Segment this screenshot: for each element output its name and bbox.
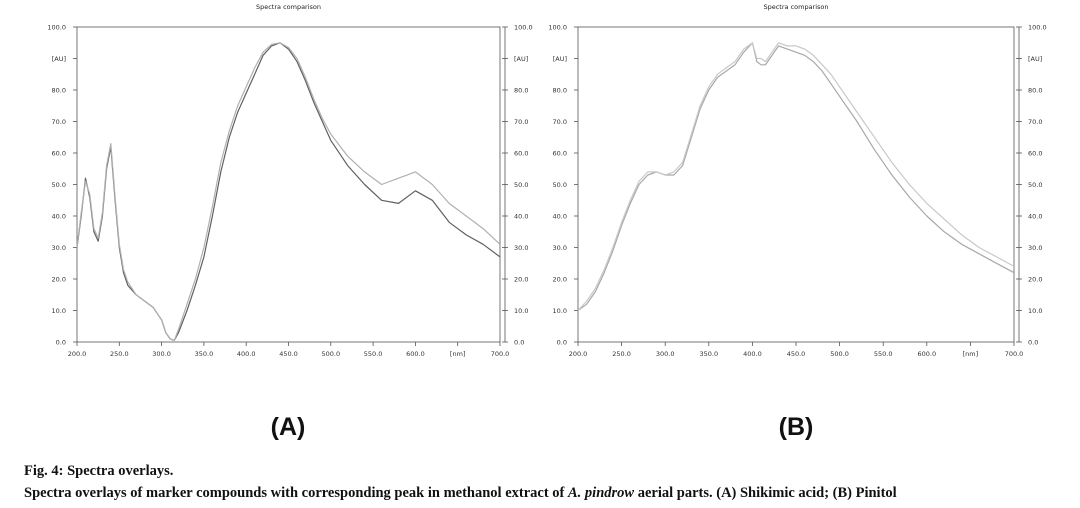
y-tick-label-right: [AU] xyxy=(514,55,528,63)
y-tick-label-right: 20.0 xyxy=(514,276,528,284)
y-tick-label-right: 70.0 xyxy=(1028,118,1042,126)
x-tick-label: 500.0 xyxy=(321,350,340,358)
y-tick-label-left: 70.0 xyxy=(553,118,567,126)
x-tick-label: 550.0 xyxy=(874,350,893,358)
y-tick-label-right: 10.0 xyxy=(1028,307,1042,315)
y-tick-label-left: 30.0 xyxy=(553,244,567,252)
y-tick-label-left: 30.0 xyxy=(52,244,66,252)
y-tick-label-right: 30.0 xyxy=(1028,244,1042,252)
y-tick-label-right: 0.0 xyxy=(1028,339,1038,347)
chart-title: Spectra comparison xyxy=(256,3,321,11)
chart-title: Spectra comparison xyxy=(763,3,828,11)
y-tick-label-right: 10.0 xyxy=(514,307,528,315)
panel-label: (A) xyxy=(271,413,306,441)
x-tick-label: 450.0 xyxy=(787,350,806,358)
figure-caption-title: Fig. 4: Spectra overlays. xyxy=(24,463,174,479)
spectrum-line-2 xyxy=(577,42,1015,311)
y-tick-label-left: 50.0 xyxy=(52,181,66,189)
plot-frame xyxy=(76,26,501,343)
x-tick-label: 250.0 xyxy=(110,350,129,358)
y-tick-label-left: 0.0 xyxy=(557,339,567,347)
y-tick-label-right: 50.0 xyxy=(514,181,528,189)
y-tick-label-left: 70.0 xyxy=(52,118,66,126)
x-tick-label: 500.0 xyxy=(830,350,849,358)
y-tick-label-right: 20.0 xyxy=(1028,276,1042,284)
caption-species-name: A. pindrow xyxy=(568,485,635,501)
x-tick-label: 200.0 xyxy=(569,350,588,358)
y-tick-label-right: 60.0 xyxy=(514,150,528,158)
y-tick-label-left: 0.0 xyxy=(56,339,66,347)
y-tick-label-right: 40.0 xyxy=(514,213,528,221)
y-tick-label-right: 60.0 xyxy=(1028,150,1042,158)
y-tick-label-left: 60.0 xyxy=(52,150,66,158)
x-tick-label: 600.0 xyxy=(406,350,425,358)
x-tick-label: [nm] xyxy=(963,350,979,358)
y-tick-label-left: [AU] xyxy=(52,55,66,63)
y-tick-label-left: 100.0 xyxy=(548,24,567,32)
y-tick-label-left: 20.0 xyxy=(52,276,66,284)
y-tick-label-left: 20.0 xyxy=(553,276,567,284)
y-tick-label-left: 10.0 xyxy=(553,307,567,315)
x-tick-label: 400.0 xyxy=(743,350,762,358)
plot-frame xyxy=(577,26,1015,343)
y-tick-label-left: 80.0 xyxy=(553,87,567,95)
y-tick-label-left: 10.0 xyxy=(52,307,66,315)
spectrum-line-2 xyxy=(76,42,501,341)
y-tick-label-right: 80.0 xyxy=(514,87,528,95)
y-tick-label-left: 100.0 xyxy=(47,24,66,32)
y-tick-label-left: 50.0 xyxy=(553,181,567,189)
y-tick-label-right: 70.0 xyxy=(514,118,528,126)
x-tick-label: 200.0 xyxy=(68,350,87,358)
x-tick-label: 550.0 xyxy=(364,350,383,358)
x-tick-label: 400.0 xyxy=(237,350,256,358)
x-tick-label: 300.0 xyxy=(152,350,171,358)
y-tick-label-left: 40.0 xyxy=(553,213,567,221)
spectrum-line-1 xyxy=(76,42,501,341)
x-tick-label: 600.0 xyxy=(917,350,936,358)
y-tick-label-left: [AU] xyxy=(553,55,567,63)
x-tick-label: 300.0 xyxy=(656,350,675,358)
x-tick-label: 350.0 xyxy=(699,350,718,358)
y-tick-label-right: 100.0 xyxy=(1028,24,1047,32)
y-tick-label-right: 50.0 xyxy=(1028,181,1042,189)
y-tick-label-left: 60.0 xyxy=(553,150,567,158)
spectrum-line-1 xyxy=(577,42,1015,311)
y-tick-label-right: 40.0 xyxy=(1028,213,1042,221)
x-tick-label: 250.0 xyxy=(612,350,631,358)
y-tick-label-left: 40.0 xyxy=(52,213,66,221)
spectra-panel-b: Spectra comparison 0.0 10.0 20.0 30.0 40.0 50.… xyxy=(548,3,1046,441)
figure-caption-text: Spectra overlays of marker compounds wit… xyxy=(24,485,897,502)
x-tick-label: 350.0 xyxy=(195,350,214,358)
x-tick-label: 450.0 xyxy=(279,350,298,358)
spectra-panel-a: Spectra comparison 0.0 10.0 20.0 30.0 40.0 50.… xyxy=(47,3,532,441)
x-tick-label: 700.0 xyxy=(491,350,510,358)
y-tick-label-right: 0.0 xyxy=(514,339,524,347)
y-tick-label-right: 80.0 xyxy=(1028,87,1042,95)
panel-label: (B) xyxy=(779,413,814,441)
y-tick-label-right: [AU] xyxy=(1028,55,1042,63)
caption-text-end: aerial parts. (A) Shikimic acid; (B) Pin… xyxy=(634,485,897,501)
y-tick-label-right: 30.0 xyxy=(514,244,528,252)
y-tick-label-right: 100.0 xyxy=(514,24,533,32)
y-tick-label-left: 80.0 xyxy=(52,87,66,95)
x-tick-label: [nm] xyxy=(450,350,466,358)
caption-text-start: Spectra overlays of marker compounds wit… xyxy=(24,485,568,501)
x-tick-label: 700.0 xyxy=(1005,350,1024,358)
